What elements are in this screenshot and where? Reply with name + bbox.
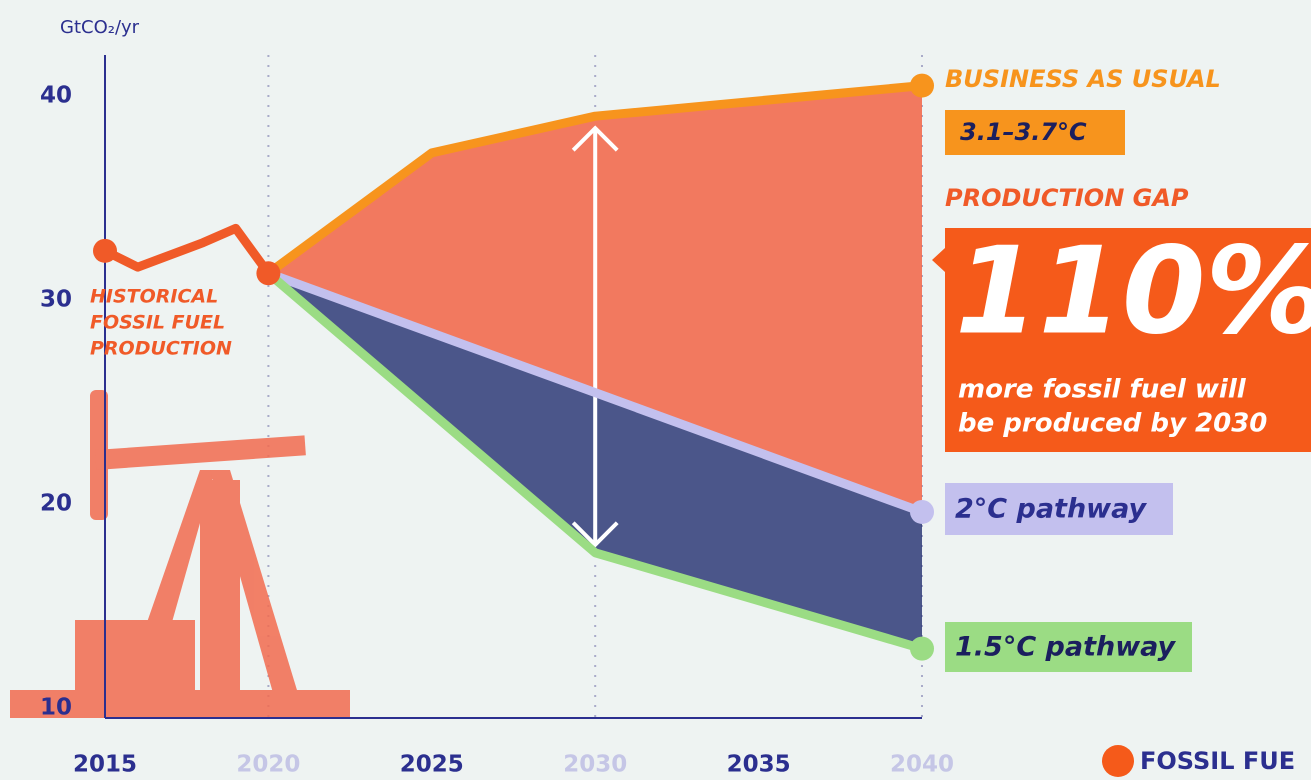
y-tick-label: 30 — [40, 286, 72, 312]
y-tick-label: 20 — [40, 490, 72, 516]
end-point — [910, 499, 934, 524]
bau-range-box — [945, 110, 1125, 155]
gap-box — [932, 228, 1311, 452]
series-line — [265, 269, 924, 653]
legend-label: 2°C pathway — [955, 494, 1148, 525]
series-line — [265, 81, 923, 277]
legend-label: 1.5°C pathway — [955, 632, 1177, 663]
bau-range: 3.1–3.7°C — [960, 118, 1087, 146]
pumpjack-illustration — [10, 390, 350, 718]
x-tick-label: 2015 — [73, 752, 137, 778]
brand: FOSSIL FUE — [1102, 745, 1295, 777]
legend-box — [945, 483, 1173, 535]
x-tick-label: 2035 — [727, 752, 791, 778]
x-tick-label: 2040 — [890, 752, 954, 778]
brand-icon — [1102, 745, 1134, 777]
end-point — [910, 636, 934, 661]
brand-text: FOSSIL FUE — [1140, 747, 1295, 775]
legend-label: BUSINESS AS USUAL — [945, 65, 1221, 93]
y-axis-unit: GtCO₂/yr — [60, 17, 140, 38]
series-line — [102, 223, 273, 276]
gap-text: be produced by 2030 — [958, 409, 1267, 439]
gap-arrow — [571, 125, 619, 548]
series-label: HISTORICAL — [90, 286, 218, 308]
end-point — [910, 73, 934, 98]
x-tick-label: 2025 — [400, 752, 464, 778]
legend-box — [945, 622, 1192, 672]
plot: 2015 2020 2025 2030 2035 204010203040HISTORIC… — [40, 55, 1221, 778]
series-label: FOSSIL FUEL — [90, 312, 225, 334]
x-tick-label: 2030 — [563, 752, 627, 778]
y-tick-label: 10 — [40, 694, 72, 720]
end-point — [256, 261, 281, 286]
series-label: PRODUCTION — [90, 338, 232, 360]
gap-text: more fossil fuel will — [958, 375, 1247, 405]
end-point — [93, 238, 117, 263]
y-tick-label: 40 — [40, 82, 72, 108]
gap-title: PRODUCTION GAP — [945, 184, 1189, 212]
x-tick-label: 2020 — [236, 752, 300, 778]
gap-value: 110% — [955, 223, 1311, 362]
series-line — [266, 269, 924, 517]
